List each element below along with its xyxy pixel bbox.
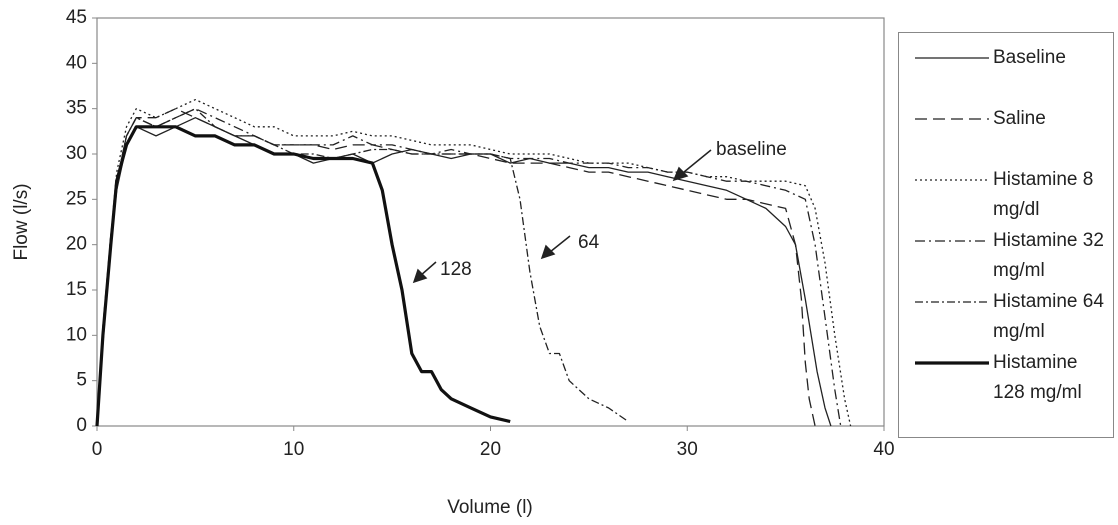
series-line [95,125,511,427]
legend-label: Baseline [993,47,1066,68]
legend-entry: Histamine 128 mg/ml [899,348,1113,408]
legend-swatch [915,57,989,59]
legend-label: Histamine 32 mg/ml [993,230,1104,281]
x-tick-label: 20 [480,439,501,460]
y-tick-label: 20 [66,234,87,255]
legend-entry: Baseline [899,43,1113,73]
annotation: 64 [578,232,600,253]
legend-label: Histamine 64 mg/ml [993,291,1104,342]
x-axis-label: Volume (l) [447,497,533,518]
y-tick-label: 15 [66,279,87,300]
x-tick-label: 30 [677,439,698,460]
y-tick-label: 10 [66,324,87,345]
legend-swatch [915,179,989,181]
legend-swatch [915,240,989,242]
legend-entry: Histamine 32 mg/ml [899,226,1113,286]
legend-label: Histamine 8 mg/dl [993,169,1094,220]
x-tick-label: 10 [283,439,304,460]
y-tick-label: 5 [76,370,87,391]
series-line [96,108,629,427]
y-tick-label: 35 [66,98,87,119]
annotation: 128 [440,259,472,280]
y-tick-label: 0 [76,415,87,436]
y-axis-label: Flow (l/s) [11,183,32,260]
x-tick-label: 0 [92,439,103,460]
y-tick-label: 25 [66,188,87,209]
legend-entry: Saline [899,104,1113,134]
legend-label: Histamine 128 mg/ml [993,352,1082,403]
legend: Baseline Saline Histamine 8 mg/dl Histamine… [898,32,1114,438]
y-tick-label: 40 [66,52,87,73]
y-tick-label: 30 [66,143,87,164]
y-tick-label: 45 [66,7,87,28]
series-line [96,108,842,427]
legend-entry: Histamine 64 mg/ml [899,287,1113,347]
plot-frame [96,17,885,427]
legend-entry: Histamine 8 mg/dl [899,165,1113,225]
x-tick-label: 40 [873,439,894,460]
legend-swatch [915,118,989,120]
legend-swatch [915,361,989,365]
annotation: baseline [716,139,787,160]
legend-swatch [915,301,989,303]
legend-label: Saline [993,108,1046,129]
